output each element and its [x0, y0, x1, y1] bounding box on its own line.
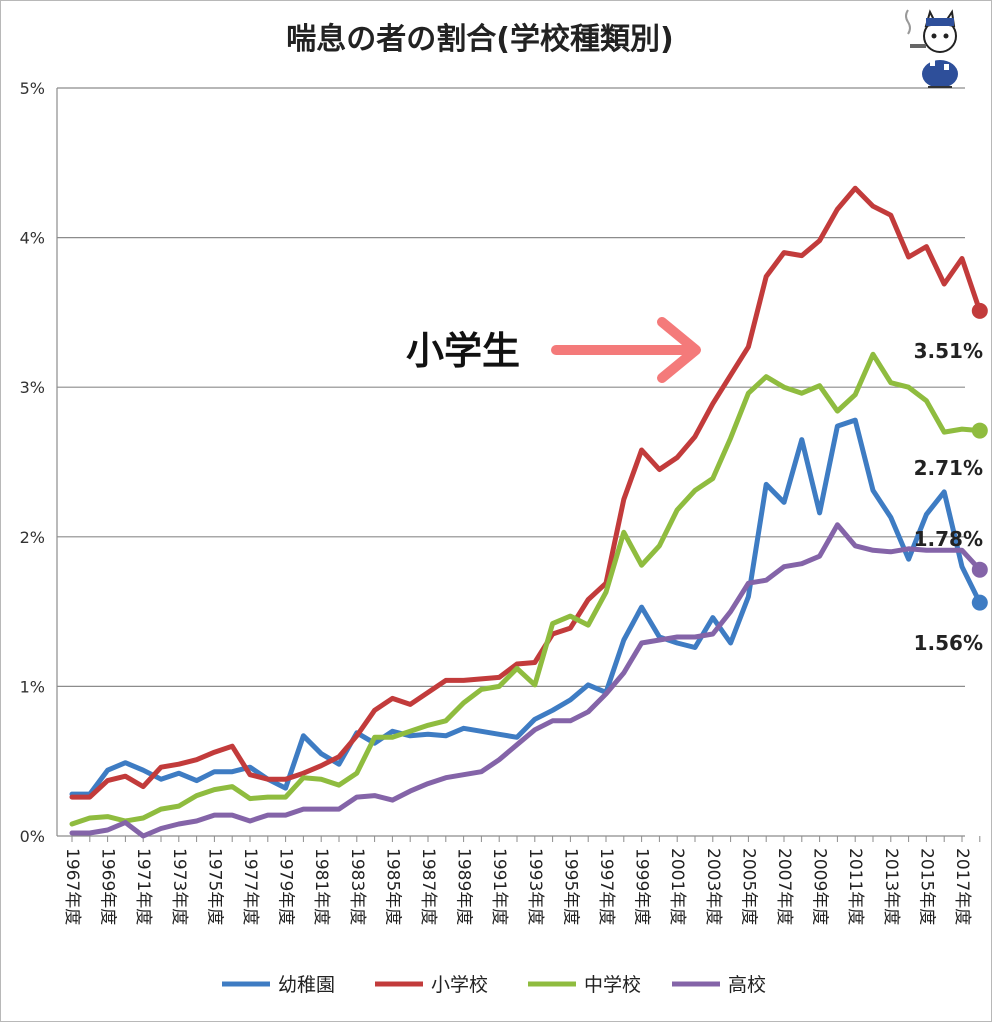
- series-end-point: [971, 422, 988, 439]
- legend-label: 中学校: [584, 974, 641, 996]
- series-end-point: [971, 302, 988, 319]
- x-tick-label: 1969年度: [98, 848, 118, 925]
- y-tick-label: 2%: [20, 528, 45, 547]
- end-value-labels: 3.51% 2.71% 1.78% 1.56%: [914, 339, 983, 655]
- series-end-point: [971, 561, 988, 578]
- x-tick-label: 1989年度: [454, 848, 474, 925]
- x-tick-label: 1975年度: [204, 848, 224, 925]
- annotation-arrowhead-icon: [657, 317, 701, 383]
- legend-label: 高校: [728, 974, 766, 996]
- legend: 幼稚園 小学校 中学校 高校: [222, 974, 766, 996]
- x-tick-label: 2001年度: [667, 848, 687, 925]
- x-tick-label: 1997年度: [596, 848, 616, 925]
- x-tick-label: 2013年度: [881, 848, 901, 925]
- y-tick-label: 1%: [20, 677, 45, 696]
- x-tick-label: 1967年度: [62, 848, 82, 925]
- x-tick-label: 1979年度: [276, 848, 296, 925]
- x-tick-label: 2017年度: [952, 848, 972, 925]
- grid-lines: [56, 87, 965, 837]
- x-axis-ticks: 1967年度 1969年度 1971年度 1973年度 1975年度 1977年度 1979…: [62, 836, 981, 925]
- x-tick-label: 1985年度: [382, 848, 402, 925]
- series-line: [69, 417, 983, 797]
- x-tick-label: 2005年度: [738, 848, 758, 925]
- x-tick-label: 2009年度: [810, 848, 830, 925]
- y-tick-label: 4%: [20, 229, 45, 248]
- chart-title: 喘息の者の割合(学校種類別): [286, 22, 674, 57]
- x-tick-label: 1973年度: [169, 848, 189, 925]
- x-tick-label: 1987年度: [418, 848, 438, 925]
- x-tick-label: 1991年度: [489, 848, 509, 925]
- annotation-group: 小学生: [406, 317, 701, 383]
- legend-label: 小学校: [431, 974, 488, 996]
- x-tick-label: 2015年度: [916, 848, 936, 925]
- data-label: 1.56%: [914, 631, 983, 655]
- annotation-label: 小学生: [406, 329, 520, 373]
- series-line: [69, 351, 983, 827]
- series-end-point: [971, 594, 988, 611]
- y-tick-label: 0%: [20, 827, 45, 846]
- y-tick-label: 5%: [20, 79, 45, 98]
- data-label: 2.71%: [914, 456, 983, 480]
- x-tick-label: 1971年度: [133, 848, 153, 925]
- x-tick-label: 1995年度: [560, 848, 580, 925]
- x-tick-label: 1993年度: [525, 848, 545, 925]
- data-label: 3.51%: [914, 339, 983, 363]
- x-tick-label: 1999年度: [632, 848, 652, 925]
- y-tick-label: 3%: [20, 378, 45, 397]
- data-label: 1.78%: [914, 527, 983, 551]
- y-axis-ticks: 0% 1% 2% 3% 4% 5%: [20, 79, 45, 846]
- series-line: [69, 522, 983, 839]
- x-tick-label: 2007年度: [774, 848, 794, 925]
- series-line: [69, 185, 983, 800]
- x-tick-label: 1983年度: [347, 848, 367, 925]
- x-tick-label: 2003年度: [703, 848, 723, 925]
- mascot-cat-icon: [905, 9, 958, 88]
- series-lines: [69, 185, 988, 839]
- x-tick-label: 1977年度: [240, 848, 260, 925]
- x-tick-label: 1981年度: [311, 848, 331, 925]
- x-tick-label: 2011年度: [845, 848, 865, 925]
- legend-label: 幼稚園: [278, 974, 335, 996]
